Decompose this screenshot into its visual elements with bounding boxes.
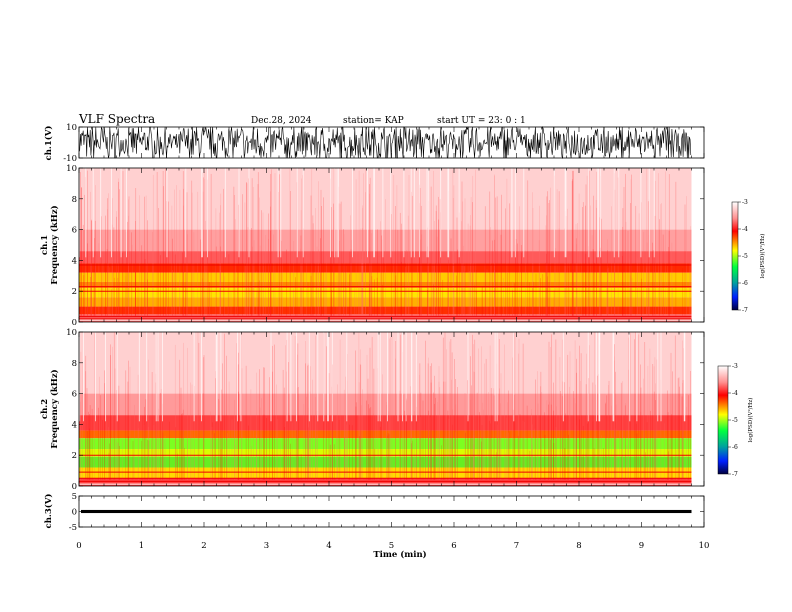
- date-label: Dec.28, 2024: [251, 116, 312, 126]
- colorbar-tick-label: -6: [732, 444, 738, 451]
- spectrogram-band: [79, 478, 692, 486]
- colorbar-tick-label: -5: [742, 253, 748, 260]
- spectrogram-band: [79, 288, 692, 298]
- start-time-label: start UT = 23: 0 : 1: [437, 116, 526, 126]
- x-tick-label: 0: [76, 541, 81, 551]
- ch1-spectrogram-ylabel-channel: ch.1: [40, 235, 50, 255]
- spectrogram-band: [79, 306, 692, 315]
- time-axis-label: Time (min): [373, 549, 426, 560]
- spectrogram-band: [79, 467, 692, 479]
- figure-title: VLF Spectra: [78, 112, 155, 126]
- colorbar-tick-label: -7: [732, 471, 738, 478]
- spectrogram-no-data: [691, 168, 704, 322]
- station-label: station= KAP: [343, 116, 404, 126]
- y-tick-label: 0: [72, 482, 77, 492]
- y-tick-label: 10: [66, 328, 77, 338]
- y-tick-label: 2: [72, 287, 77, 297]
- ch1-colorbar: -3 -4 -5 -6 -7 log(PSD)(V²/Hz): [731, 199, 766, 314]
- colorbar-tick-label: -6: [742, 280, 748, 287]
- y-tick-label: 6: [72, 390, 77, 400]
- colorbar-tick-label: -3: [732, 363, 738, 370]
- x-tick-label: 5: [389, 541, 394, 551]
- ch2-colorbar-label: log(PSD)(V²/Hz): [747, 398, 754, 443]
- spectrogram-band: [79, 281, 692, 289]
- spectrogram-band: [79, 332, 692, 394]
- ch3-trace: [81, 509, 692, 514]
- x-tick-label: 3: [264, 541, 269, 551]
- time-axis: 0 1 2 3 4 5 6 7 8 9 10: [76, 541, 709, 551]
- ch2-colorbar: -3 -4 -5 -6 -7 log(PSD)(V²/Hz): [717, 363, 754, 478]
- spectrogram-band: [79, 263, 692, 273]
- spectrogram-band: [79, 393, 692, 416]
- ch1-colorbar-gradient: [731, 201, 739, 311]
- spectrogram-band: [79, 229, 692, 252]
- y-tick-label: 0: [72, 318, 77, 328]
- y-tick-label: 8: [72, 195, 77, 205]
- x-tick-label: 8: [576, 541, 581, 551]
- ch3-waveform-ylabel: ch.3(V): [43, 494, 54, 529]
- y-tick-label: -5: [69, 523, 77, 533]
- y-tick-label: 4: [72, 256, 77, 266]
- spectrogram-no-data: [691, 332, 704, 486]
- x-tick-label: 10: [699, 541, 710, 551]
- spectrogram-band: [79, 272, 692, 282]
- y-tick-label: 2: [72, 451, 77, 461]
- y-tick-label: -10: [63, 154, 77, 164]
- spectrogram-band: [79, 456, 692, 468]
- ch3-waveform-panel: 5 0 -5: [69, 492, 705, 533]
- spectrogram-band: [79, 314, 692, 322]
- y-tick-label: 0: [72, 508, 77, 518]
- x-tick-label: 1: [139, 541, 144, 551]
- spectrogram-band: [79, 430, 692, 439]
- ch2-spectrogram-ylabel-freq: Frequency (kHz): [49, 369, 60, 448]
- ch1-waveform-panel: 10 -10: [63, 123, 705, 164]
- x-tick-label: 6: [451, 541, 456, 551]
- colorbar-tick-label: -3: [742, 199, 748, 206]
- ch2-spectrogram-panel: 0 2 4 6 8 10: [66, 328, 705, 492]
- colorbar-tick-label: -4: [742, 226, 748, 233]
- y-tick-label: 10: [66, 123, 77, 133]
- colorbar-tick-label: -5: [732, 417, 738, 424]
- x-tick-label: 7: [514, 541, 519, 551]
- spectrogram-band: [79, 449, 692, 457]
- ch2-colorbar-gradient: [717, 365, 729, 475]
- ch1-waveform-ylabel: ch.1(V): [43, 126, 54, 161]
- y-tick-label: 6: [72, 226, 77, 236]
- spectrogram-band: [79, 168, 692, 230]
- spectrogram-band: [79, 297, 692, 307]
- x-tick-label: 9: [639, 541, 644, 551]
- colorbar-tick-label: -4: [732, 390, 738, 397]
- ch1-spectrogram-panel: 0 2 4 6 8 10: [66, 164, 705, 328]
- ch1-trace: [78, 125, 692, 160]
- x-tick-label: 4: [326, 541, 331, 551]
- y-tick-label: 4: [72, 420, 77, 430]
- y-tick-label: 10: [66, 164, 77, 174]
- ch1-spectrogram-ylabel-freq: Frequency (kHz): [49, 205, 60, 284]
- y-tick-label: 5: [72, 492, 77, 502]
- x-tick-label: 2: [201, 541, 206, 551]
- spectrogram-band: [79, 251, 692, 264]
- spectrogram-band: [79, 415, 692, 431]
- ch2-spectrogram-ylabel-channel: ch.2: [40, 399, 50, 419]
- ch1-colorbar-label: log(PSD)(V²/Hz): [759, 234, 766, 279]
- colorbar-tick-label: -7: [742, 307, 748, 314]
- y-tick-label: 8: [72, 359, 77, 369]
- spectrogram-band: [79, 438, 692, 450]
